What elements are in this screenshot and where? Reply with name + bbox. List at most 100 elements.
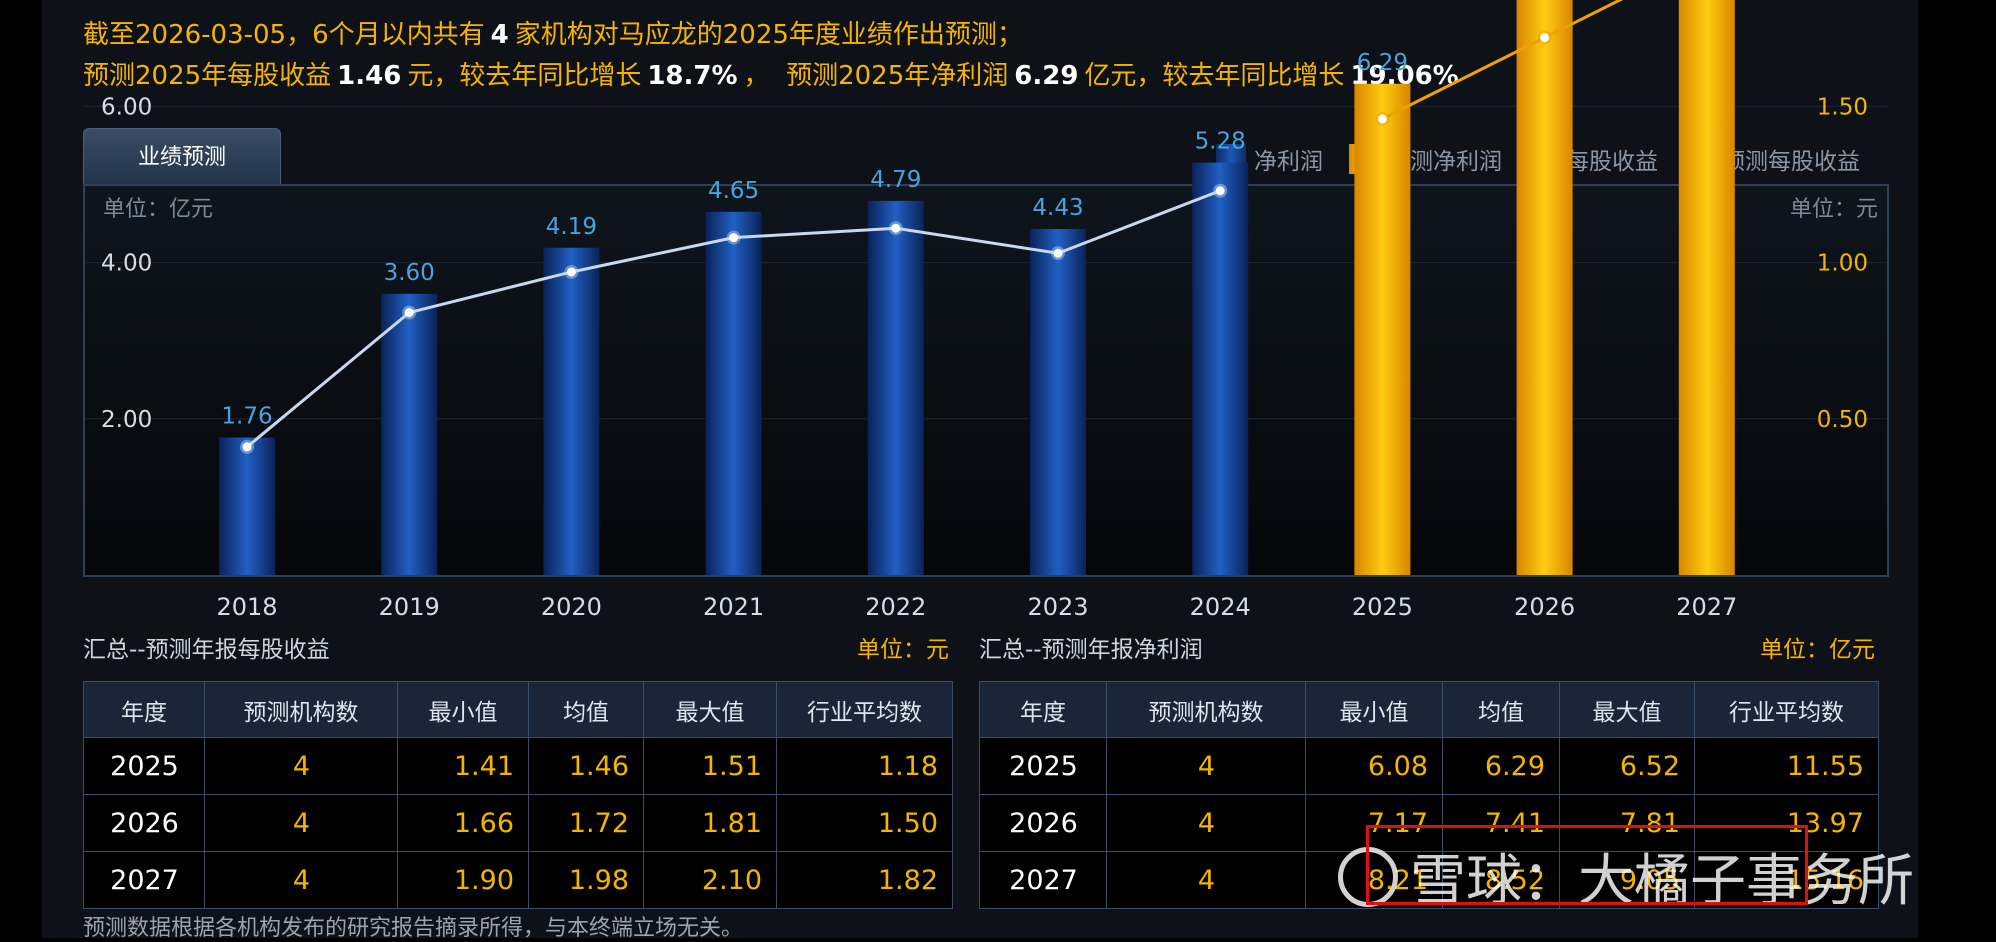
bar-value-label: 3.60 <box>384 260 435 286</box>
cell-year: 2026 <box>979 794 1107 852</box>
x-tick-label: 2021 <box>703 593 764 621</box>
forecast-chart: 单位：亿元单位：元2.004.006.008.000.501.001.502.0… <box>85 0 1887 621</box>
eps-point <box>1053 248 1063 258</box>
bar-value-label: 4.43 <box>1032 195 1083 221</box>
right-black-margin <box>1918 0 1996 938</box>
cell-min: 1.90 <box>397 851 529 909</box>
net-profit-bar <box>705 211 762 575</box>
table-row: 2025 4 1.41 1.46 1.51 1.18 <box>83 737 953 795</box>
y-tick-left: 6.00 <box>101 94 152 120</box>
cell-mean: 1.46 <box>528 737 644 795</box>
forecast-eps-point <box>1377 114 1387 124</box>
eps-point <box>242 442 252 452</box>
cell-min: 1.41 <box>397 737 529 795</box>
y-tick-right: 1.00 <box>1817 251 1868 277</box>
cell-max: 7.81 <box>1559 794 1695 852</box>
col-header: 行业平均数 <box>776 681 953 738</box>
cell-count: 4 <box>204 851 398 909</box>
cell-max: 1.51 <box>643 737 777 795</box>
left-axis-unit: 单位：亿元 <box>103 197 213 222</box>
tab-performance-forecast[interactable]: 业绩预测 <box>83 128 281 185</box>
cell-min: 7.17 <box>1305 794 1443 852</box>
summary-text: ， <box>743 61 770 91</box>
cell-count: 4 <box>1106 737 1306 795</box>
summary-text: 预测2025年净利润 <box>786 61 1009 91</box>
table-row: 2026 4 1.66 1.72 1.81 1.50 <box>83 794 953 852</box>
left-black-margin <box>0 0 42 938</box>
eps-point <box>404 308 414 318</box>
net-profit-bar <box>1192 162 1249 575</box>
bar-value-label: 6.29 <box>1357 50 1408 76</box>
x-tick-label: 2020 <box>541 593 602 621</box>
cell-min: 6.08 <box>1305 737 1443 795</box>
y-tick-right: 0.50 <box>1817 407 1868 433</box>
col-header: 最小值 <box>1305 681 1443 738</box>
disclaimer-note: 预测数据根据各机构发布的研究报告摘录所得，与本终端立场无关。 <box>83 916 744 941</box>
cell-mean: 6.29 <box>1442 737 1560 795</box>
cell-year: 2025 <box>83 737 205 795</box>
col-header: 最大值 <box>643 681 777 738</box>
bar-value-label: 5.28 <box>1195 129 1246 155</box>
net-profit-bar <box>1030 229 1086 575</box>
table-row: 2026 4 7.17 7.41 7.81 13.97 <box>979 794 1879 852</box>
cell-year: 2027 <box>83 851 205 909</box>
highlight-box <box>1366 825 1808 905</box>
forecast-np-value: 6.29 <box>1014 61 1079 91</box>
cell-industry-avg: 15.16 <box>1694 851 1879 909</box>
eps-point <box>891 223 901 233</box>
x-tick-label: 2027 <box>1676 593 1737 621</box>
cell-count: 4 <box>1106 794 1306 852</box>
cell-year: 2025 <box>979 737 1107 795</box>
eps-point <box>1215 186 1225 196</box>
right-axis-unit: 单位：元 <box>1790 197 1878 222</box>
np-table-unit: 单位：亿元 <box>1760 637 1875 663</box>
summary-text: 元，较去年同比增长 <box>407 61 642 91</box>
col-header: 预测机构数 <box>1106 681 1306 738</box>
cell-year: 2027 <box>979 851 1107 909</box>
eps-table-title: 汇总--预测年报每股收益 <box>83 637 330 663</box>
summary-text: 亿元，较去年同比增长 <box>1084 61 1345 91</box>
x-tick-label: 2023 <box>1027 593 1088 621</box>
net-profit-bar <box>381 293 438 575</box>
col-header: 最大值 <box>1559 681 1695 738</box>
x-tick-label: 2024 <box>1190 593 1251 621</box>
summary-line-2: 预测2025年每股收益 1.46 元，较去年同比增长 18.7%， 预测2025年净利… <box>83 55 1465 92</box>
summary-text: 预测2025年每股收益 <box>83 61 332 91</box>
y-tick-left: 4.00 <box>101 251 152 277</box>
summary-text: 家机构对马应龙的2025年度业绩作出预测； <box>514 20 1023 50</box>
x-tick-label: 2022 <box>865 593 926 621</box>
cell-industry-avg: 1.18 <box>776 737 953 795</box>
cell-industry-avg: 13.97 <box>1694 794 1879 852</box>
cell-mean: 1.72 <box>528 794 644 852</box>
cell-max: 2.10 <box>643 851 777 909</box>
y-tick-right: 1.50 <box>1817 94 1868 120</box>
bar-value-label: 4.65 <box>708 178 759 204</box>
col-header: 最小值 <box>397 681 529 738</box>
col-header: 均值 <box>1442 681 1560 738</box>
eps-point <box>566 267 576 277</box>
table-header-row: 年度 预测机构数 最小值 均值 最大值 行业平均数 <box>979 681 1879 738</box>
np-table-title: 汇总--预测年报净利润 <box>979 637 1203 663</box>
cell-mean: 8.52 <box>1442 851 1560 909</box>
bar-value-label: 1.76 <box>221 404 272 430</box>
summary-text: 截至2026-03-05，6个月以内共有 <box>83 20 485 50</box>
cell-industry-avg: 1.82 <box>776 851 953 909</box>
col-header: 年度 <box>979 681 1107 738</box>
table-row: 2027 4 8.21 8.52 9.05 15.16 <box>979 851 1879 909</box>
net-profit-bar <box>867 200 924 575</box>
cell-count: 4 <box>204 794 398 852</box>
table-row: 2025 4 6.08 6.29 6.52 11.55 <box>979 737 1879 795</box>
x-tick-label: 2026 <box>1514 593 1575 621</box>
forecast-net-profit-bar <box>1516 0 1573 576</box>
cell-mean: 1.98 <box>528 851 644 909</box>
x-tick-label: 2018 <box>216 593 277 621</box>
col-header: 年度 <box>83 681 205 738</box>
summary-line-1: 截至2026-03-05，6个月以内共有 4 家机构对马应龙的2025年度业绩作出预… <box>83 14 1023 51</box>
eps-point <box>729 233 739 243</box>
legend-label: 净利润 <box>1254 149 1323 175</box>
table-row: 2027 4 1.90 1.98 2.10 1.82 <box>83 851 953 909</box>
net-profit-bar <box>543 247 600 576</box>
col-header: 均值 <box>528 681 644 738</box>
net-profit-bar <box>219 437 275 575</box>
bar-value-label: 4.19 <box>546 214 597 240</box>
